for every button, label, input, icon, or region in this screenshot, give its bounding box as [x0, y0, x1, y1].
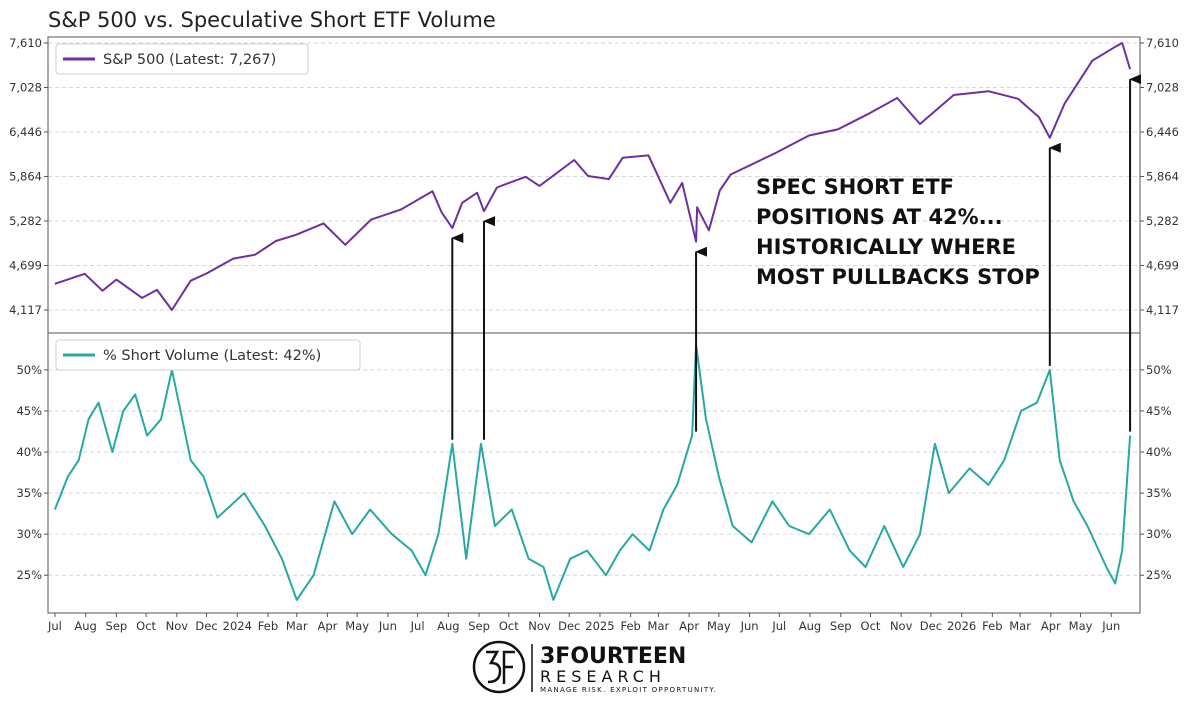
x-tick-label: 2024 — [223, 619, 252, 633]
sp500-y-tick-label-right: 6,446 — [1146, 125, 1179, 139]
x-tick-label: Sep — [830, 619, 852, 633]
x-tick-label: Feb — [982, 619, 1002, 633]
x-tick-label: Dec — [920, 619, 942, 633]
x-tick-label: Oct — [861, 619, 881, 633]
x-tick-label: Mar — [648, 619, 670, 633]
x-tick-label: Jun — [378, 619, 397, 633]
logo-f-glyph-icon — [502, 650, 515, 684]
bottom-panel-y-axis: 25% 25% 30% 30% 35% 35% 40% 40% 45% 45% 50% 50% — [16, 363, 1171, 582]
x-tick-label: Jul — [410, 619, 425, 633]
logo-tagline: MANAGE RISK. EXPLOIT OPPORTUNITY. — [540, 686, 717, 694]
annotation-text: SPEC SHORT ETF POSITIONS AT 42%... HISTO… — [756, 175, 1040, 289]
x-tick-label: Oct — [136, 619, 156, 633]
logo-research: RESEARCH — [540, 667, 666, 686]
sp500-y-tick-label-left: 5,864 — [9, 169, 42, 183]
x-tick-label: May — [1069, 619, 1093, 633]
x-tick-label: Jun — [1101, 619, 1120, 633]
x-tick-label: Aug — [799, 619, 821, 633]
logo-circle-icon — [472, 640, 526, 694]
x-tick-label: Nov — [890, 619, 913, 633]
chart-title: S&P 500 vs. Speculative Short ETF Volume — [48, 8, 496, 32]
x-tick-label: Jul — [47, 619, 62, 633]
short-volume-legend-label: % Short Volume (Latest: 42%) — [103, 348, 321, 364]
x-tick-label: 2025 — [585, 619, 614, 633]
x-tick-label: Sep — [468, 619, 490, 633]
x-tick-label: Feb — [620, 619, 640, 633]
bottom-panel-frame — [47, 332, 1141, 614]
x-tick-label: Jul — [771, 619, 786, 633]
sp500-y-tick-label-left: 4,117 — [9, 303, 42, 317]
x-tick-label: Apr — [679, 619, 699, 633]
x-tick-label: May — [707, 619, 731, 633]
x-tick-label: May — [345, 619, 369, 633]
short-volume-legend: % Short Volume (Latest: 42%) — [55, 339, 361, 371]
sp500-y-tick-label-left: 5,282 — [9, 214, 42, 228]
short-volume-y-tick-label-right: 30% — [1146, 527, 1172, 541]
sp500-y-tick-label-right: 4,699 — [1146, 259, 1179, 273]
short-volume-y-tick-label-left: 25% — [16, 568, 42, 582]
x-tick-label: Aug — [437, 619, 459, 633]
short-volume-y-tick-label-right: 25% — [1146, 568, 1172, 582]
sp500-legend-label: S&P 500 (Latest: 7,267) — [103, 52, 276, 68]
short-volume-y-tick-label-left: 35% — [16, 486, 42, 500]
short-volume-y-tick-label-left: 30% — [16, 527, 42, 541]
annotation-line-2: POSITIONS AT 42%... — [756, 205, 1003, 229]
x-tick-label: Sep — [106, 619, 128, 633]
sp500-y-tick-label-left: 6,446 — [9, 125, 42, 139]
annotation-line-1: SPEC SHORT ETF — [756, 175, 954, 199]
short-volume-legend-box — [55, 339, 361, 371]
top-panel-y-axis: 4,117 4,117 4,699 4,699 5,282 5,282 5,864 5,864… — [9, 36, 1179, 317]
x-tick-label: Jun — [740, 619, 759, 633]
bottom-panel-grid — [48, 369, 1140, 576]
sp500-legend-box — [55, 43, 309, 75]
x-tick-label: Apr — [1041, 619, 1061, 633]
x-tick-label: Feb — [258, 619, 278, 633]
short-volume-y-tick-label-right: 35% — [1146, 486, 1172, 500]
x-axis: Jul Aug Sep Oct Nov Dec 2024 Feb Mar Apr May Jun Jul… — [47, 613, 1120, 633]
sp500-y-tick-label-left: 4,699 — [9, 259, 42, 273]
logo-three-glyph-icon — [486, 650, 502, 684]
x-tick-label: Mar — [1009, 619, 1031, 633]
sp500-y-tick-label-left: 7,028 — [9, 80, 42, 94]
x-tick-label: Dec — [558, 619, 580, 633]
x-tick-label: 2026 — [947, 619, 976, 633]
short-volume-y-tick-label-right: 50% — [1146, 363, 1172, 377]
company-logo: 3FOURTEEN RESEARCH MANAGE RISK. EXPLOIT … — [472, 640, 717, 694]
sp500-series-line — [54, 42, 1132, 311]
short-volume-y-tick-label-left: 50% — [16, 363, 42, 377]
sp500-y-tick-label-right: 5,864 — [1146, 169, 1179, 183]
sp500-y-tick-label-right: 7,610 — [1146, 36, 1179, 50]
x-tick-label: Apr — [317, 619, 337, 633]
short-volume-series-line — [53, 344, 1132, 601]
annotation-line-4: MOST PULLBACKS STOP — [756, 265, 1040, 289]
short-volume-y-tick-label-right: 45% — [1146, 404, 1172, 418]
sp500-legend: S&P 500 (Latest: 7,267) — [55, 43, 309, 75]
short-volume-y-tick-label-right: 40% — [1146, 445, 1172, 459]
sp500-y-tick-label-right: 5,282 — [1146, 214, 1179, 228]
annotation-arrows — [451, 74, 1142, 440]
x-tick-label: Dec — [195, 619, 217, 633]
top-panel-grid — [48, 42, 1140, 311]
annotation-line-3: HISTORICALLY WHERE — [756, 235, 1016, 259]
x-tick-label: Oct — [499, 619, 519, 633]
short-volume-y-tick-label-left: 40% — [16, 445, 42, 459]
x-tick-label: Mar — [286, 619, 308, 633]
sp500-y-tick-label-left: 7,610 — [9, 36, 42, 50]
x-tick-label: Nov — [166, 619, 189, 633]
logo-name: 3FOURTEEN — [540, 644, 686, 669]
x-tick-label: Nov — [528, 619, 551, 633]
short-volume-y-tick-label-left: 45% — [16, 404, 42, 418]
sp500-y-tick-label-right: 4,117 — [1146, 303, 1179, 317]
x-tick-label: Aug — [74, 619, 96, 633]
sp500-y-tick-label-right: 7,028 — [1146, 80, 1179, 94]
